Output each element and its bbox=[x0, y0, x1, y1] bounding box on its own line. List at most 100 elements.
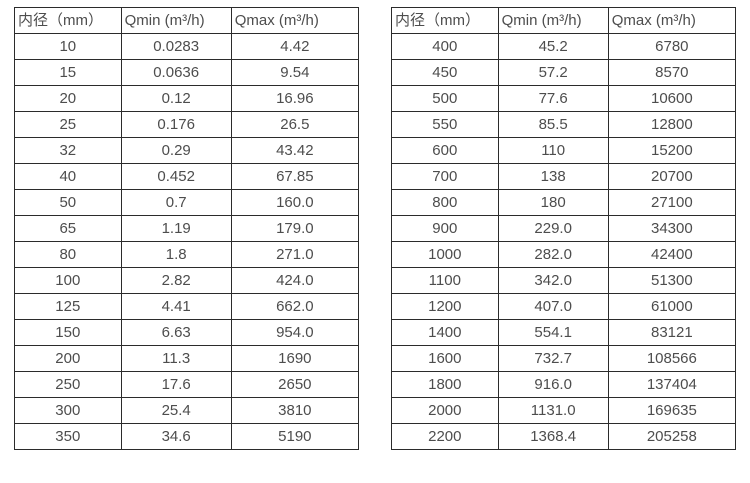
flow-rate-tables: 内径（mm） Qmin (m³/h) Qmax (m³/h) 10 0.0283 4.4… bbox=[14, 7, 737, 450]
table-cell: 137404 bbox=[607, 371, 737, 398]
table-row: 125 4.41 662.0 bbox=[14, 293, 360, 320]
table-cell: 26.5 bbox=[230, 111, 360, 138]
table-cell: 10600 bbox=[607, 85, 737, 112]
table-row: 25 0.176 26.5 bbox=[14, 111, 360, 138]
table-cell: 0.12 bbox=[120, 85, 232, 112]
table-cell: 67.85 bbox=[230, 163, 360, 190]
table-cell: 125 bbox=[14, 293, 122, 320]
table-cell: 0.452 bbox=[120, 163, 232, 190]
column-header: Qmin (m³/h) bbox=[497, 7, 609, 34]
table-cell: 2650 bbox=[230, 371, 360, 398]
table-cell: 1.8 bbox=[120, 241, 232, 268]
table-cell: 65 bbox=[14, 215, 122, 242]
table-row: 10 0.0283 4.42 bbox=[14, 33, 360, 60]
table-cell: 6780 bbox=[607, 33, 737, 60]
table-cell: 3810 bbox=[230, 397, 360, 424]
table-cell: 16.96 bbox=[230, 85, 360, 112]
table-row: 800 180 27100 bbox=[391, 189, 737, 216]
column-header: Qmin (m³/h) bbox=[120, 7, 232, 34]
table-row: 15 0.0636 9.54 bbox=[14, 59, 360, 86]
table-cell: 8570 bbox=[607, 59, 737, 86]
table-cell: 77.6 bbox=[497, 85, 609, 112]
table-cell: 1368.4 bbox=[497, 423, 609, 450]
table-cell: 169635 bbox=[607, 397, 737, 424]
table-cell: 25 bbox=[14, 111, 122, 138]
table-cell: 11.3 bbox=[120, 345, 232, 372]
table-cell: 12800 bbox=[607, 111, 737, 138]
table-cell: 85.5 bbox=[497, 111, 609, 138]
table-cell: 1000 bbox=[391, 241, 499, 268]
table-cell: 1200 bbox=[391, 293, 499, 320]
table-cell: 424.0 bbox=[230, 267, 360, 294]
table-cell: 554.1 bbox=[497, 319, 609, 346]
table-row: 1400 554.1 83121 bbox=[391, 319, 737, 346]
table-cell: 108566 bbox=[607, 345, 737, 372]
table-cell: 0.7 bbox=[120, 189, 232, 216]
table-row: 550 85.5 12800 bbox=[391, 111, 737, 138]
table-cell: 100 bbox=[14, 267, 122, 294]
table-cell: 2200 bbox=[391, 423, 499, 450]
column-header: 内径（mm） bbox=[14, 7, 122, 34]
table-cell: 954.0 bbox=[230, 319, 360, 346]
table-cell: 180 bbox=[497, 189, 609, 216]
table-row: 1600 732.7 108566 bbox=[391, 345, 737, 372]
table-cell: 20 bbox=[14, 85, 122, 112]
header-row: 内径（mm） Qmin (m³/h) Qmax (m³/h) bbox=[14, 7, 360, 34]
table-cell: 4.41 bbox=[120, 293, 232, 320]
table-row: 2200 1368.4 205258 bbox=[391, 423, 737, 450]
table-cell: 51300 bbox=[607, 267, 737, 294]
table-cell: 250 bbox=[14, 371, 122, 398]
table-cell: 34.6 bbox=[120, 423, 232, 450]
table-cell: 900 bbox=[391, 215, 499, 242]
table-cell: 0.29 bbox=[120, 137, 232, 164]
table-cell: 179.0 bbox=[230, 215, 360, 242]
table-cell: 205258 bbox=[607, 423, 737, 450]
flow-table-large-diameters: 内径（mm） Qmin (m³/h) Qmax (m³/h) 400 45.2 6780… bbox=[391, 7, 737, 450]
table-cell: 800 bbox=[391, 189, 499, 216]
table-cell: 1400 bbox=[391, 319, 499, 346]
table-cell: 700 bbox=[391, 163, 499, 190]
table-row: 900 229.0 34300 bbox=[391, 215, 737, 242]
column-header: Qmax (m³/h) bbox=[230, 7, 360, 34]
table-row: 150 6.63 954.0 bbox=[14, 319, 360, 346]
table-cell: 61000 bbox=[607, 293, 737, 320]
table-cell: 25.4 bbox=[120, 397, 232, 424]
table-row: 350 34.6 5190 bbox=[14, 423, 360, 450]
table-cell: 80 bbox=[14, 241, 122, 268]
table-cell: 350 bbox=[14, 423, 122, 450]
table-cell: 17.6 bbox=[120, 371, 232, 398]
table-cell: 271.0 bbox=[230, 241, 360, 268]
table-cell: 43.42 bbox=[230, 137, 360, 164]
table-cell: 15200 bbox=[607, 137, 737, 164]
column-header: Qmax (m³/h) bbox=[607, 7, 737, 34]
header-row: 内径（mm） Qmin (m³/h) Qmax (m³/h) bbox=[391, 7, 737, 34]
table-cell: 4.42 bbox=[230, 33, 360, 60]
table-row: 50 0.7 160.0 bbox=[14, 189, 360, 216]
table-cell: 1100 bbox=[391, 267, 499, 294]
table-row: 1100 342.0 51300 bbox=[391, 267, 737, 294]
table-cell: 27100 bbox=[607, 189, 737, 216]
table-row: 80 1.8 271.0 bbox=[14, 241, 360, 268]
table-cell: 34300 bbox=[607, 215, 737, 242]
table-cell: 732.7 bbox=[497, 345, 609, 372]
table-cell: 1690 bbox=[230, 345, 360, 372]
table-cell: 450 bbox=[391, 59, 499, 86]
flow-table-small-diameters: 内径（mm） Qmin (m³/h) Qmax (m³/h) 10 0.0283 4.4… bbox=[14, 7, 360, 450]
table-cell: 9.54 bbox=[230, 59, 360, 86]
table-row: 200 11.3 1690 bbox=[14, 345, 360, 372]
table-row: 1800 916.0 137404 bbox=[391, 371, 737, 398]
table-cell: 2.82 bbox=[120, 267, 232, 294]
table-cell: 1131.0 bbox=[497, 397, 609, 424]
table-cell: 300 bbox=[14, 397, 122, 424]
table-row: 600 110 15200 bbox=[391, 137, 737, 164]
table-row: 40 0.452 67.85 bbox=[14, 163, 360, 190]
table-cell: 160.0 bbox=[230, 189, 360, 216]
table-cell: 342.0 bbox=[497, 267, 609, 294]
table-cell: 0.0283 bbox=[120, 33, 232, 60]
table-row: 400 45.2 6780 bbox=[391, 33, 737, 60]
table-row: 300 25.4 3810 bbox=[14, 397, 360, 424]
table-cell: 550 bbox=[391, 111, 499, 138]
table-cell: 50 bbox=[14, 189, 122, 216]
table-row: 65 1.19 179.0 bbox=[14, 215, 360, 242]
table-cell: 2000 bbox=[391, 397, 499, 424]
